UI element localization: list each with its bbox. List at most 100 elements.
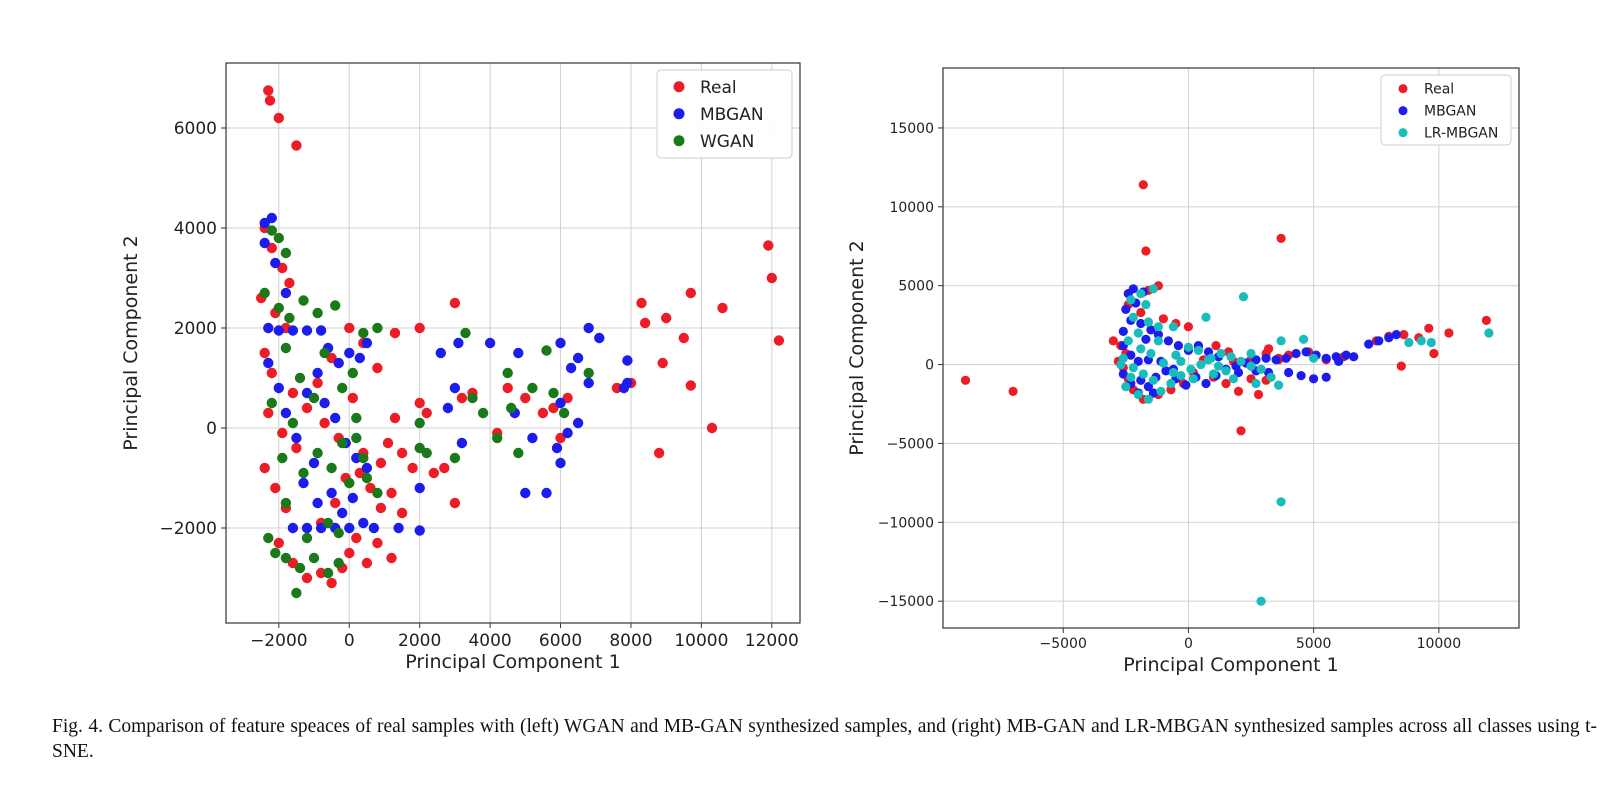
x-tick-label: 6000 bbox=[539, 631, 582, 651]
legend-marker-wgan bbox=[673, 135, 685, 147]
data-point-real bbox=[389, 412, 401, 424]
data-point-mbgan bbox=[315, 325, 327, 336]
data-point-mbgan bbox=[1261, 353, 1271, 363]
data-point-lr-mbgan bbox=[1148, 375, 1158, 385]
data-point-mbgan bbox=[572, 417, 584, 429]
data-point-mbgan bbox=[273, 325, 284, 336]
data-point-mbgan bbox=[435, 347, 446, 359]
data-point-mbgan bbox=[1201, 378, 1211, 389]
data-point-real bbox=[428, 467, 439, 479]
data-point-real bbox=[1424, 323, 1434, 333]
data-point-lr-mbgan bbox=[1226, 352, 1236, 362]
data-point-wgan bbox=[372, 487, 383, 499]
data-point-mbgan bbox=[541, 487, 552, 499]
data-point-mbgan bbox=[1128, 284, 1138, 294]
x-tick-label: 2000 bbox=[398, 631, 441, 651]
data-point-lr-mbgan bbox=[1171, 350, 1181, 360]
data-point-wgan bbox=[506, 402, 517, 414]
data-point-wgan bbox=[284, 312, 295, 324]
data-point-lr-mbgan bbox=[1256, 364, 1266, 374]
data-point-wgan bbox=[467, 392, 478, 404]
data-point-real bbox=[636, 297, 647, 309]
data-point-mbgan bbox=[270, 257, 281, 269]
data-point-lr-mbgan bbox=[1176, 356, 1186, 366]
y-tick-label: −10000 bbox=[878, 515, 934, 531]
data-point-mbgan bbox=[1349, 352, 1359, 362]
data-point-lr-mbgan bbox=[1216, 348, 1226, 359]
data-point-lr-mbgan bbox=[1123, 336, 1133, 346]
data-point-real bbox=[1429, 348, 1439, 359]
legend-label-wgan: WGAN bbox=[700, 132, 754, 152]
data-point-lr-mbgan bbox=[1251, 378, 1261, 389]
data-point-lr-mbgan bbox=[1143, 317, 1153, 327]
data-point-mbgan bbox=[301, 325, 313, 336]
data-point-lr-mbgan bbox=[1188, 374, 1198, 384]
data-point-mbgan bbox=[1181, 380, 1191, 390]
data-point-lr-mbgan bbox=[1404, 337, 1414, 348]
data-point-lr-mbgan bbox=[1256, 596, 1266, 606]
y-tick-label: 0 bbox=[206, 419, 217, 439]
data-point-real bbox=[319, 417, 330, 429]
data-point-real bbox=[330, 497, 341, 509]
data-point-real bbox=[326, 577, 337, 589]
data-point-mbgan bbox=[414, 482, 425, 494]
data-point-wgan bbox=[266, 397, 277, 409]
legend-marker-lr-mbgan bbox=[1398, 128, 1408, 138]
data-point-mbgan bbox=[583, 322, 594, 334]
x-axis-label: Principal Component 1 bbox=[405, 651, 620, 673]
data-point-real bbox=[347, 392, 358, 404]
y-tick-label: 5000 bbox=[898, 279, 934, 295]
data-point-mbgan bbox=[622, 355, 633, 366]
data-point-mbgan bbox=[263, 322, 274, 334]
data-point-real bbox=[1253, 389, 1264, 400]
data-point-mbgan bbox=[414, 525, 425, 536]
data-point-real bbox=[372, 362, 383, 374]
data-point-mbgan bbox=[1163, 336, 1173, 346]
data-point-mbgan bbox=[1364, 339, 1374, 349]
legend-label-mbgan: MBGAN bbox=[700, 105, 764, 125]
data-point-real bbox=[273, 112, 284, 124]
data-point-mbgan bbox=[618, 382, 630, 394]
data-point-mbgan bbox=[330, 412, 341, 424]
data-point-wgan bbox=[287, 417, 299, 429]
data-point-mbgan bbox=[1173, 341, 1183, 351]
data-point-real bbox=[344, 547, 355, 559]
y-tick-label: 4000 bbox=[174, 219, 217, 239]
data-point-real bbox=[1276, 233, 1286, 243]
data-point-mbgan bbox=[565, 362, 577, 374]
data-point-wgan bbox=[294, 562, 306, 574]
data-point-real bbox=[502, 382, 513, 394]
data-point-wgan bbox=[449, 452, 461, 464]
data-point-mbgan bbox=[562, 427, 573, 439]
data-point-mbgan bbox=[1384, 333, 1394, 343]
x-tick-label: 10000 bbox=[1417, 636, 1462, 652]
data-point-mbgan bbox=[453, 337, 464, 349]
data-point-real bbox=[449, 497, 461, 509]
data-point-lr-mbgan bbox=[1228, 374, 1239, 384]
x-tick-label: 12000 bbox=[745, 631, 799, 651]
data-point-lr-mbgan bbox=[1246, 361, 1256, 371]
data-point-lr-mbgan bbox=[1276, 497, 1286, 507]
legend-marker-mbgan bbox=[1398, 106, 1408, 116]
data-point-lr-mbgan bbox=[1128, 312, 1138, 322]
data-point-mbgan bbox=[312, 367, 323, 379]
data-point-lr-mbgan bbox=[1133, 328, 1143, 338]
data-point-mbgan bbox=[1118, 369, 1128, 379]
data-point-wgan bbox=[347, 367, 358, 379]
data-point-wgan bbox=[273, 302, 284, 314]
data-point-real bbox=[407, 462, 418, 474]
data-point-real bbox=[678, 332, 689, 344]
data-point-real bbox=[372, 537, 383, 549]
data-point-wgan bbox=[351, 432, 362, 444]
data-point-real bbox=[414, 322, 425, 334]
x-tick-label: 5000 bbox=[1296, 636, 1332, 652]
data-point-lr-mbgan bbox=[1236, 356, 1246, 366]
data-point-wgan bbox=[351, 412, 362, 424]
data-point-mbgan bbox=[1153, 330, 1163, 340]
data-point-mbgan bbox=[273, 382, 284, 394]
data-point-lr-mbgan bbox=[1186, 364, 1196, 374]
data-point-mbgan bbox=[1121, 304, 1131, 314]
data-point-lr-mbgan bbox=[1148, 284, 1158, 294]
legend-label-mbgan: MBGAN bbox=[1424, 104, 1476, 120]
